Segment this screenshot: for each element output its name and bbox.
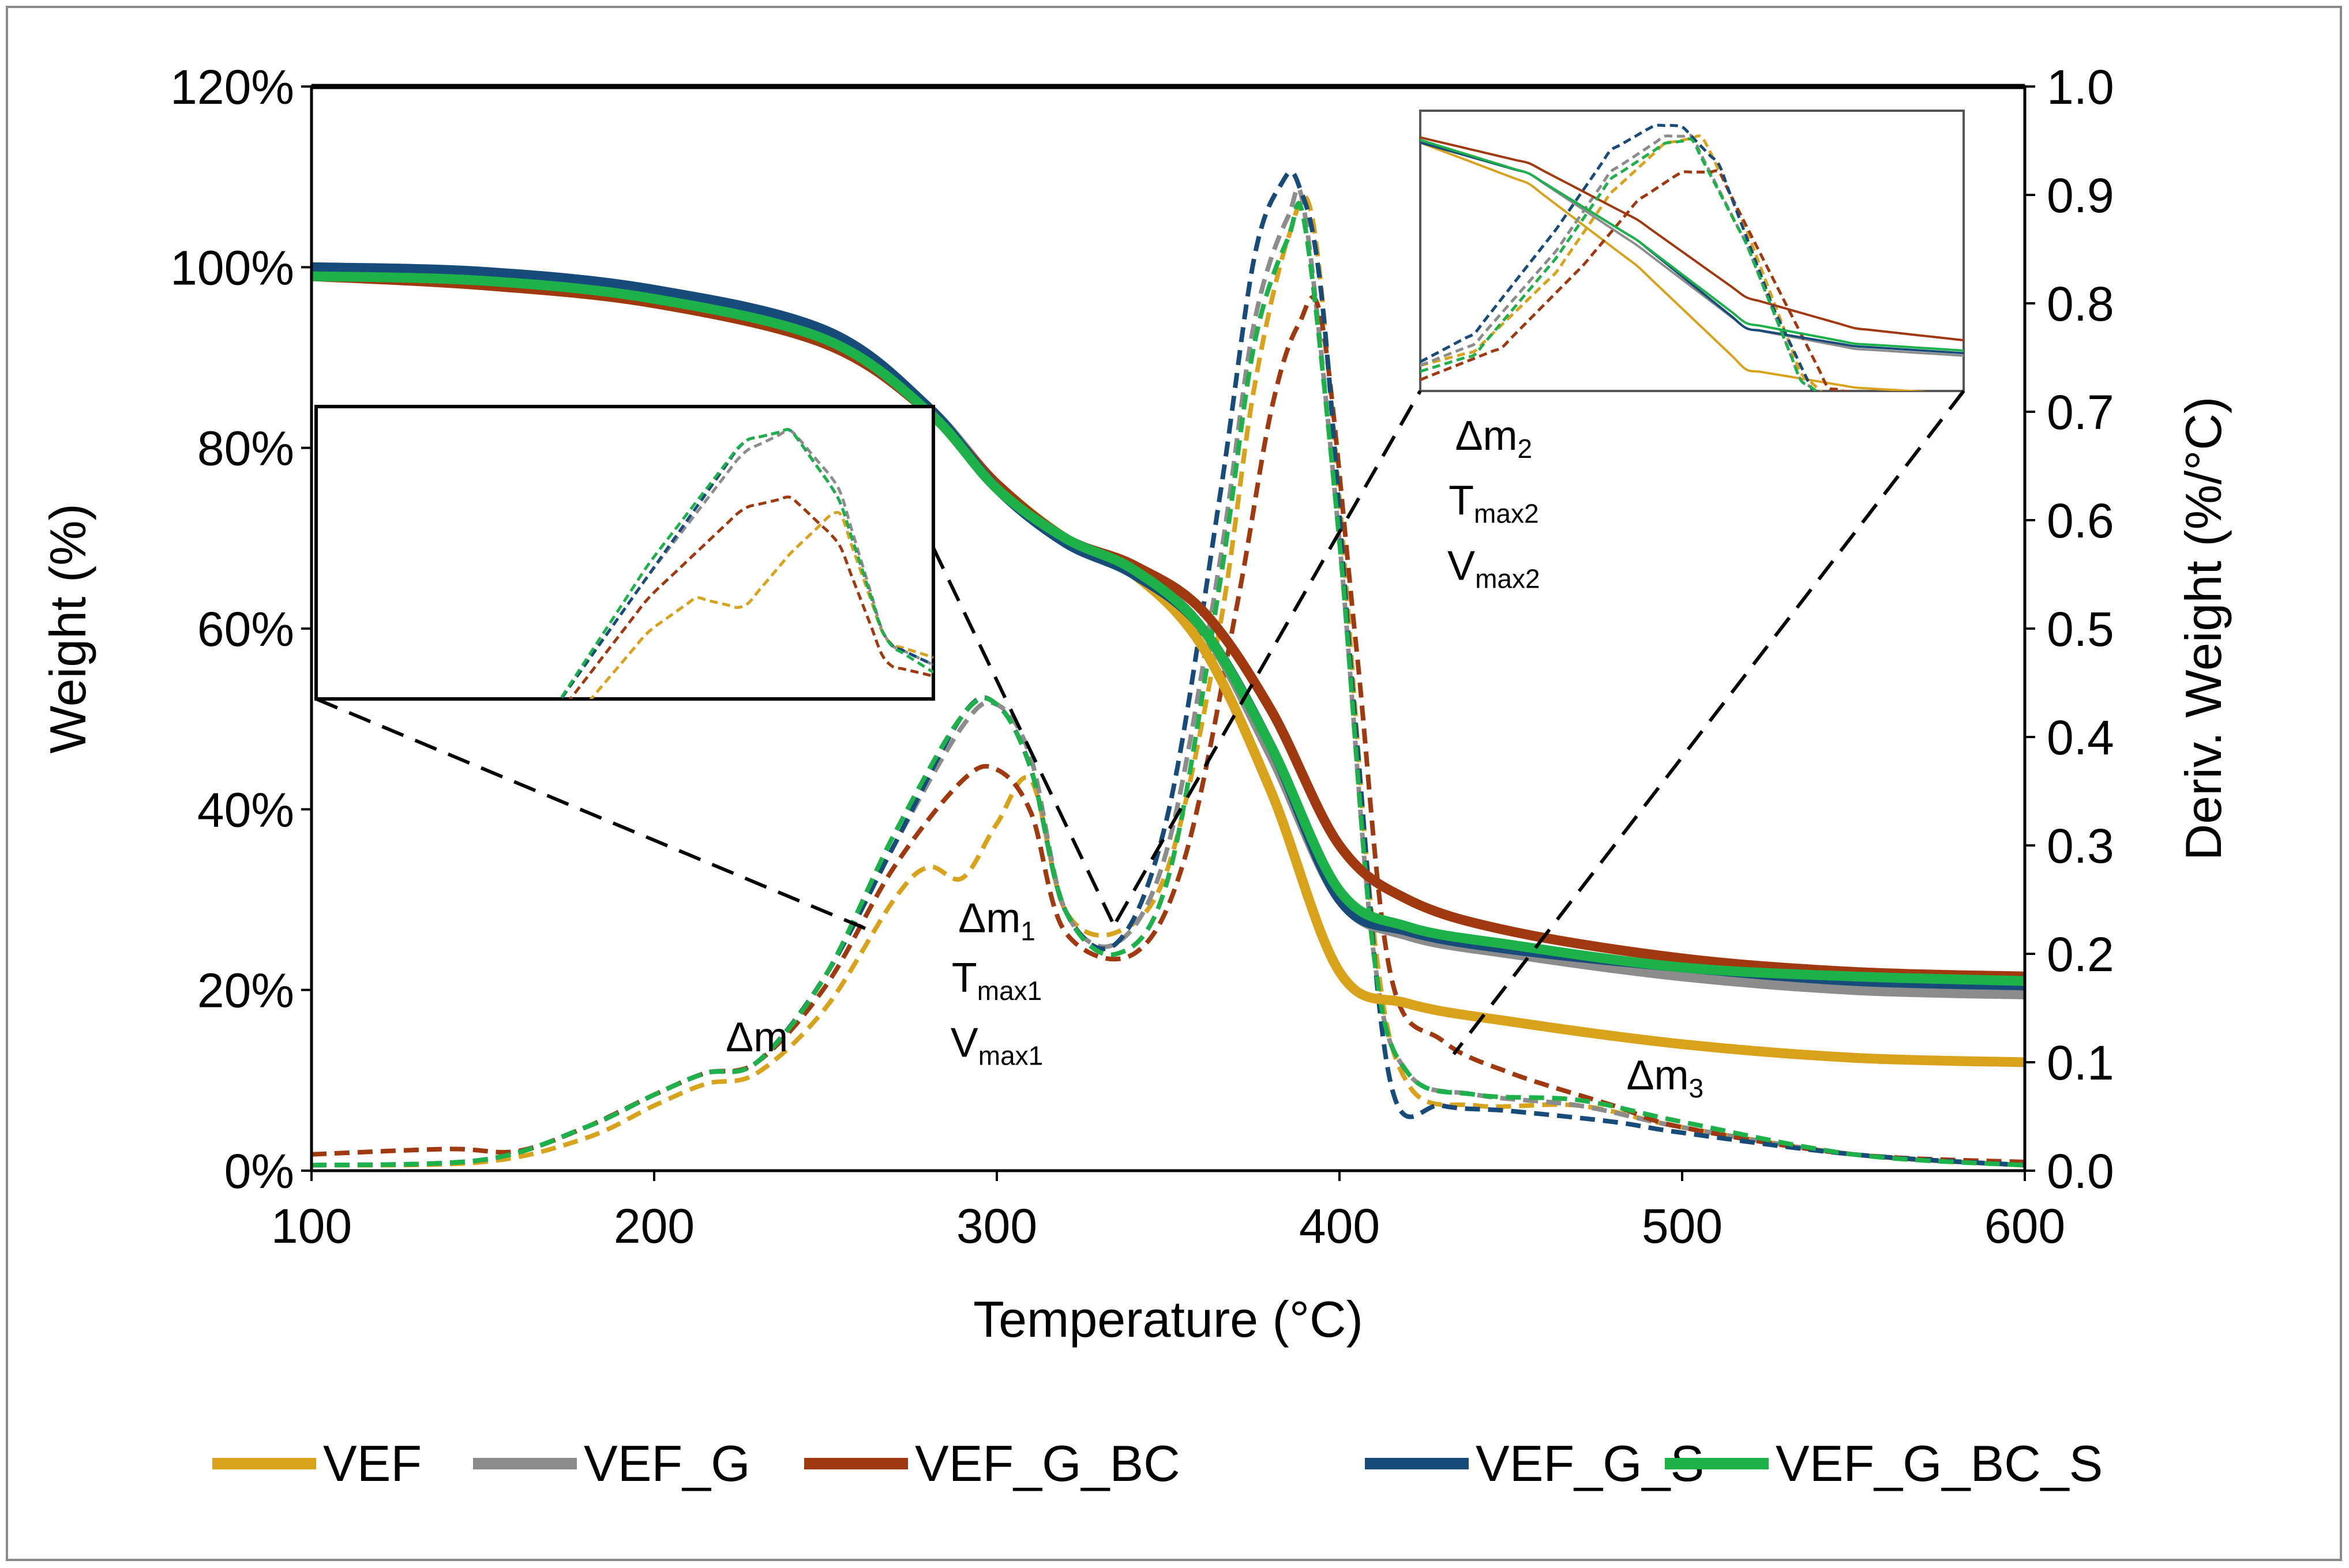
- legend-item-vef-g: VEF_G: [473, 1435, 751, 1492]
- inset-right-weight-vef-g-bc-s: [1420, 138, 1964, 352]
- annotation-dm3-base: Δm: [1626, 1052, 1688, 1099]
- x-tick-label: 200: [614, 1199, 695, 1253]
- annotation-vmax1: Vmax1: [951, 1020, 1044, 1071]
- legend-label-vef-g-bc-s: VEF_G_BC_S: [1776, 1435, 2103, 1492]
- annotation-dm1: Δm1: [958, 895, 1035, 946]
- annotation-vmax2: Vmax2: [1447, 543, 1540, 593]
- y-tick-label: 40%: [197, 783, 294, 837]
- zoom-guide-right-upper: [1452, 390, 1965, 1055]
- annotation-vmax2-base: V: [1447, 543, 1475, 589]
- annotation-dm2-base: Δm: [1455, 413, 1517, 459]
- zoom-guide-left-lower: [315, 697, 866, 930]
- zoom-guide-right-lower: [1115, 390, 1422, 923]
- x-axis-title: Temperature (°C): [973, 1291, 1363, 1348]
- inset-left-plot: [558, 428, 933, 699]
- inset-right-deriv-vef-g-bc: [1420, 169, 1849, 391]
- annotation-tmax1: Tmax1: [952, 955, 1042, 1006]
- annotation-dm1-base: Δm: [958, 895, 1020, 941]
- annotation-dm3-sub: 3: [1689, 1073, 1704, 1103]
- inset-right: [1419, 110, 1965, 392]
- y2-tick-label: 1.0: [2047, 60, 2114, 114]
- y-tick-label: 20%: [197, 964, 294, 1018]
- legend-item-vef-g-s: VEF_G_S: [1365, 1435, 1704, 1492]
- legend-label-vef: VEF: [323, 1435, 422, 1492]
- y2-axis-title: Deriv. Weight (%/°C): [2175, 397, 2232, 861]
- x-tick-label: 600: [1984, 1199, 2065, 1253]
- annotation-dm: Δm: [726, 1014, 788, 1061]
- y-tick-label: 60%: [197, 602, 294, 656]
- x-tick-label: 500: [1642, 1199, 1723, 1253]
- annotation-dm1-sub: 1: [1020, 916, 1035, 946]
- x-tick-label: 300: [956, 1199, 1037, 1253]
- annotation-tmax1-sub: max1: [977, 976, 1042, 1006]
- inset-left-box: [314, 405, 935, 701]
- y2-tick-label: 0.0: [2047, 1144, 2114, 1198]
- y-tick-label: 120%: [170, 60, 294, 114]
- y-axis-title: Weight (%): [39, 503, 96, 754]
- y2-tick-label: 0.6: [2047, 494, 2114, 548]
- inset-right-plot: [1420, 123, 1964, 391]
- annotation-tmax1-base: T: [952, 955, 977, 1001]
- y2-tick-label: 0.5: [2047, 602, 2114, 656]
- annotation-dm2-sub: 2: [1518, 434, 1533, 464]
- inset-left-deriv-vef-g-bc: [568, 495, 933, 699]
- inset-right-weight-vef: [1420, 141, 1928, 391]
- legend-label-vef-g-bc: VEF_G_BC: [915, 1435, 1180, 1492]
- y2-tick-label: 0.9: [2047, 168, 2114, 223]
- y2-tick-label: 0.7: [2047, 385, 2114, 439]
- x-tick-label: 100: [271, 1199, 352, 1253]
- y2-tick-label: 0.2: [2047, 927, 2114, 982]
- y-tick-label: 80%: [197, 422, 294, 476]
- annotation-tmax2-base: T: [1449, 478, 1474, 524]
- inset-right-weight-vef-g-bc: [1420, 136, 1964, 341]
- annotation-tmax2: Tmax2: [1449, 478, 1539, 529]
- legend-label-vef-g: VEF_G: [584, 1435, 751, 1492]
- inset-left-deriv-vef-g-s: [559, 428, 933, 699]
- legend-item-vef-g-bc-s: VEF_G_BC_S: [1665, 1435, 2103, 1492]
- inset-left-deriv-vef: [589, 510, 933, 699]
- y2-tick-label: 0.1: [2047, 1036, 2114, 1090]
- y2-tick-label: 0.3: [2047, 819, 2114, 873]
- x-tick-label: 400: [1299, 1199, 1380, 1253]
- y-tick-label: 100%: [170, 240, 294, 295]
- y-tick-label: 0%: [224, 1144, 294, 1198]
- annotation-dm-base: Δm: [726, 1014, 788, 1061]
- legend-item-vef-g-bc: VEF_G_BC: [804, 1435, 1180, 1492]
- y2-tick-label: 0.8: [2047, 277, 2114, 331]
- legend-item-vef: VEF: [212, 1435, 422, 1492]
- weight-line-vef-g-bc-s: [312, 271, 2025, 986]
- inset-right-deriv-vef: [1420, 134, 1823, 391]
- annotation-vmax2-sub: max2: [1475, 563, 1540, 593]
- inset-left: [314, 405, 935, 701]
- annotation-vmax1-sub: max1: [978, 1041, 1043, 1071]
- annotation-dm2: Δm2: [1455, 413, 1532, 464]
- inset-left-deriv-vef-g-bc-s: [558, 428, 933, 699]
- y2-tick-label: 0.4: [2047, 710, 2114, 765]
- inset-right-deriv-vef-g-bc-s: [1420, 137, 1819, 391]
- annotation-tmax2-sub: max2: [1474, 499, 1539, 529]
- deriv-line-vef-g-bc: [312, 295, 2025, 1164]
- inset-right-deriv-vef-g-s: [1420, 123, 1815, 391]
- annotation-vmax1-base: V: [951, 1020, 978, 1066]
- annotation-dm3: Δm3: [1626, 1052, 1703, 1103]
